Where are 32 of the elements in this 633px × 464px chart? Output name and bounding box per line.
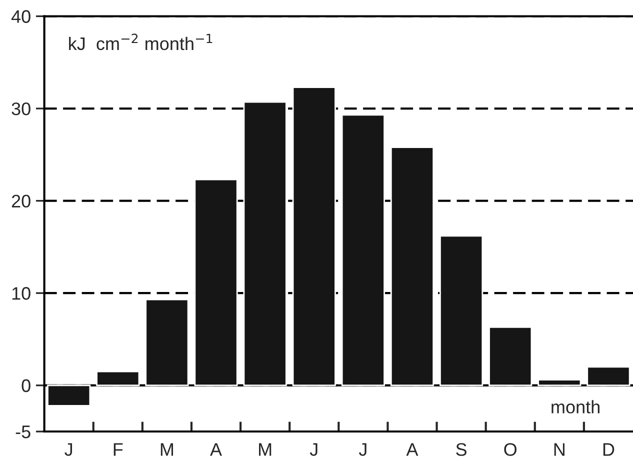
bar — [390, 146, 434, 386]
x-tick-label: M — [160, 443, 173, 456]
bar — [488, 326, 532, 386]
bar — [243, 101, 287, 386]
x-tick-label: A — [210, 443, 222, 456]
x-tick-label: S — [456, 443, 466, 456]
bar — [341, 114, 385, 386]
bar — [145, 298, 189, 386]
bar — [194, 178, 238, 386]
x-tick-label: J — [310, 443, 318, 456]
x-tick-label: J — [64, 443, 72, 456]
y-tick-label: 30 — [12, 102, 30, 116]
x-tick-label: F — [114, 443, 123, 456]
bar — [586, 366, 630, 386]
x-tick-label: D — [603, 443, 614, 456]
y-tick-label: 0 — [22, 379, 30, 392]
x-tick-label: J — [358, 443, 366, 456]
y-axis-title: kJ cm$^{−2}$ month$^{−1}$ — [69, 34, 212, 50]
bar — [440, 235, 484, 386]
y-tick-label: 20 — [12, 194, 30, 208]
x-tick-label: A — [406, 443, 418, 456]
x-axis-title: month — [552, 400, 600, 414]
y-tick-label: 10 — [12, 287, 30, 300]
y-tick-label: -5 — [16, 426, 30, 438]
bar — [292, 86, 336, 386]
bar — [96, 370, 140, 386]
x-tick-label: O — [504, 443, 517, 456]
y-tick-label: 40 — [11, 10, 30, 23]
bar — [47, 384, 91, 406]
bar — [538, 379, 582, 386]
x-tick-label: M — [259, 443, 272, 456]
x-tick-label: N — [554, 443, 564, 456]
